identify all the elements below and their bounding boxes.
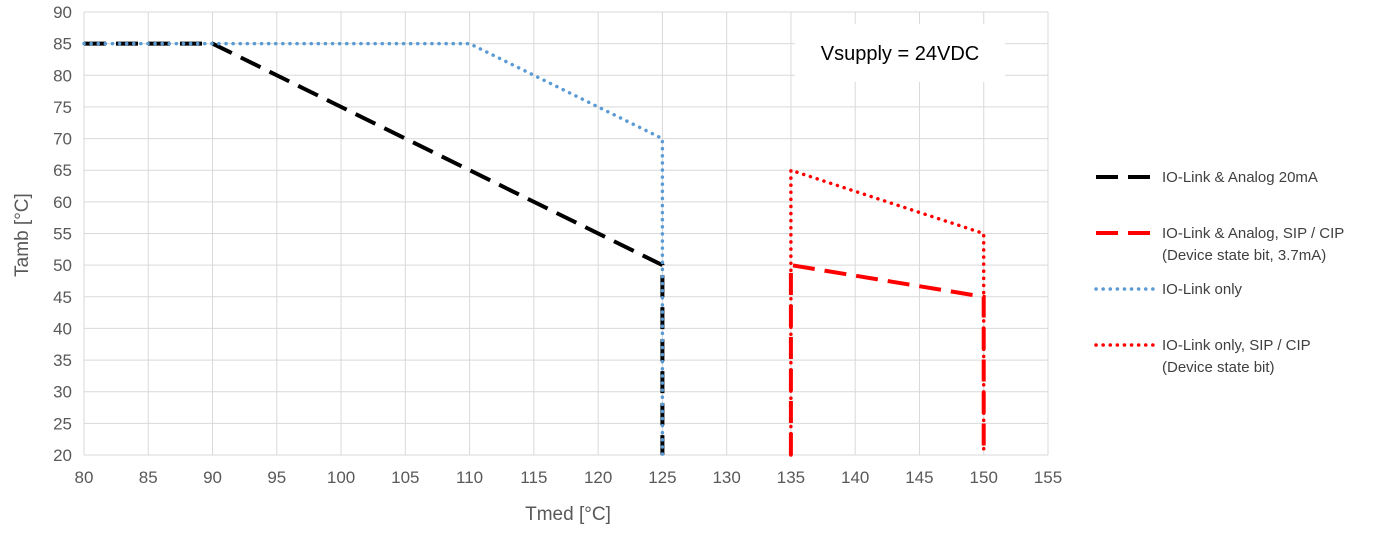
legend-label-4: IO-Link only, SIP / CIP xyxy=(1162,337,1311,354)
y-tick-label: 90 xyxy=(53,3,72,22)
y-tick-label: 45 xyxy=(53,288,72,307)
x-tick-label: 90 xyxy=(203,468,222,487)
y-tick-label: 25 xyxy=(53,414,72,433)
x-tick-label: 100 xyxy=(327,468,355,487)
legend-label-2: IO-Link & Analog, SIP / CIP xyxy=(1162,225,1344,242)
y-tick-label: 80 xyxy=(53,66,72,85)
y-axis-title: Tamb [°C] xyxy=(12,193,33,277)
x-tick-label: 135 xyxy=(777,468,805,487)
x-tick-label: 115 xyxy=(520,468,547,487)
annotation-box: Vsupply = 24VDC xyxy=(795,24,1005,82)
y-tick-label: 30 xyxy=(53,383,72,402)
series-line-3 xyxy=(82,41,665,457)
x-tick-label: 155 xyxy=(1034,468,1062,487)
legend-label-1: IO-Link & Analog 20mA xyxy=(1162,169,1318,186)
x-tick-label: 80 xyxy=(75,468,94,487)
series-lines xyxy=(82,41,986,457)
x-axis-title: Tmed [°C] xyxy=(525,504,611,525)
x-tick-label: 105 xyxy=(391,468,419,487)
annotation-background xyxy=(795,24,1005,82)
series-line-2 xyxy=(788,262,986,455)
y-tick-label: 75 xyxy=(53,98,72,117)
y-tick-label: 85 xyxy=(53,35,72,54)
legend: IO-Link & Analog 20mA IO-Link & Analog, S… xyxy=(1094,169,1344,376)
x-tick-label: 85 xyxy=(139,468,158,487)
legend-label-3: IO-Link only xyxy=(1162,281,1243,298)
y-tick-label: 55 xyxy=(53,225,72,244)
legend-label-2-line2: (Device state bit, 3.7mA) xyxy=(1162,247,1326,264)
x-tick-label: 120 xyxy=(584,468,612,487)
y-tick-label: 35 xyxy=(53,351,72,370)
x-tick-label: 125 xyxy=(648,468,676,487)
legend-label-4-line2: (Device state bit) xyxy=(1162,359,1275,376)
y-tick-label: 65 xyxy=(53,161,72,180)
y-tick-label: 40 xyxy=(53,319,72,338)
x-tick-label: 150 xyxy=(970,468,998,487)
x-tick-label: 130 xyxy=(712,468,740,487)
x-tick-label: 145 xyxy=(905,468,933,487)
x-tick-label: 140 xyxy=(841,468,869,487)
x-tick-label: 110 xyxy=(456,468,483,487)
tick-labels: 80 85 90 95 100 105 110 115 120 125 130 135 140 145 15… xyxy=(53,3,1062,487)
x-tick-label: 95 xyxy=(267,468,286,487)
y-tick-label: 60 xyxy=(53,193,72,212)
y-tick-label: 70 xyxy=(53,130,72,149)
y-tick-label: 50 xyxy=(53,256,72,275)
annotation-text: Vsupply = 24VDC xyxy=(821,43,979,65)
y-tick-label: 20 xyxy=(53,446,72,465)
series-line-4 xyxy=(789,167,986,457)
